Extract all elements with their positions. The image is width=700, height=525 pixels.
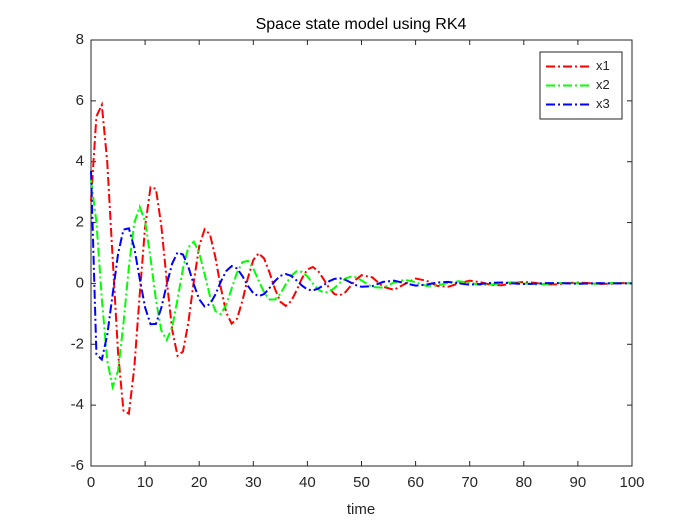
y-tick-label: 8 — [76, 31, 84, 48]
x-tick-label: 50 — [353, 474, 370, 491]
y-tick-label: 0 — [76, 274, 84, 291]
x-tick-label: 40 — [299, 474, 316, 491]
chart-title: Space state model using RK4 — [256, 16, 467, 33]
y-tick-label: 6 — [76, 92, 84, 109]
x-axis-label: time — [347, 501, 375, 518]
y-tick-label: 2 — [76, 214, 84, 231]
x-tick-label: 80 — [515, 474, 532, 491]
x-tick-label: 90 — [570, 474, 587, 491]
x-tick-label: 10 — [137, 474, 154, 491]
y-tick-label: -4 — [71, 396, 84, 413]
legend-label: x1 — [596, 58, 610, 73]
y-tick-label: -2 — [71, 335, 84, 352]
data-line — [90, 101, 632, 416]
legend: x1 x2 x3 — [539, 51, 623, 120]
x-tick-label: 70 — [461, 474, 478, 491]
x-tick-label: 0 — [87, 474, 95, 491]
data-line — [90, 170, 632, 362]
x-tick-label: 100 — [619, 474, 644, 491]
x-tick-label: 60 — [407, 474, 424, 491]
legend-label: x3 — [596, 96, 610, 111]
legend-label: x2 — [596, 77, 610, 92]
y-tick-label: 4 — [76, 153, 84, 170]
x-tick-label: 20 — [191, 474, 208, 491]
data-line — [90, 179, 633, 391]
x-tick-label: 30 — [245, 474, 262, 491]
y-tick-label: -6 — [71, 457, 84, 474]
